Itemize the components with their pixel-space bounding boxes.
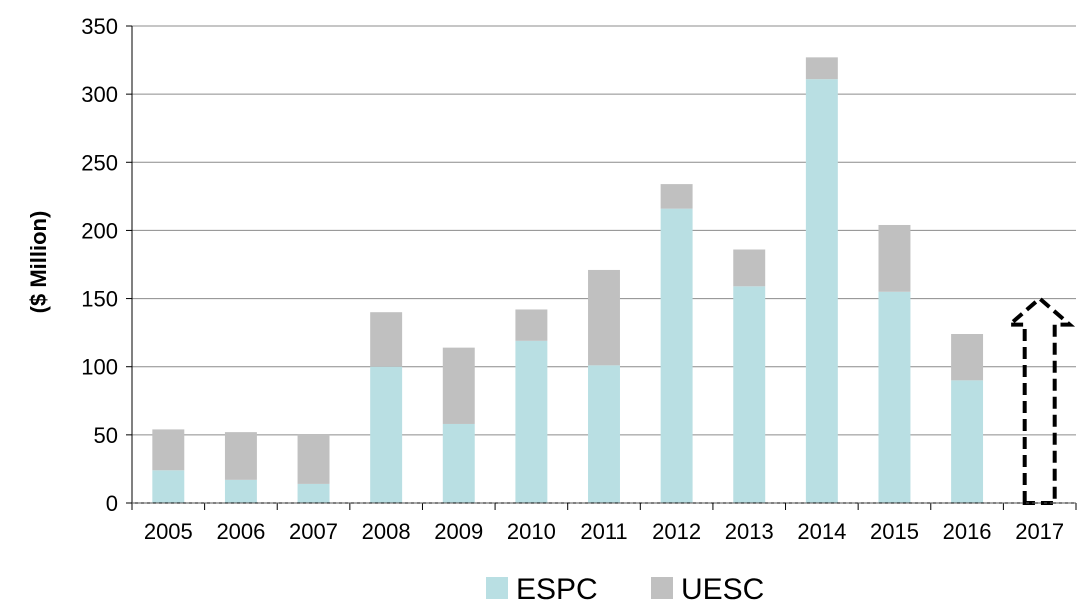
bar-espc-2015 xyxy=(878,291,911,503)
y-tick-label: 250 xyxy=(81,150,118,175)
x-tick-label: 2016 xyxy=(943,519,992,544)
y-tick-label: 0 xyxy=(106,491,118,516)
bar-espc-2007 xyxy=(297,483,330,503)
bar-espc-2010 xyxy=(515,340,548,503)
x-tick-label: 2011 xyxy=(580,519,627,544)
bar-uesc-2006 xyxy=(224,432,257,480)
x-tick-label: 2014 xyxy=(797,519,846,544)
legend: ESPC UESC xyxy=(486,573,764,606)
bar-espc-2006 xyxy=(224,479,257,503)
y-tick-label: 150 xyxy=(81,287,118,312)
x-tick-label: 2009 xyxy=(434,519,483,544)
y-tick-labels: 0 50 100 150 200 250 300 350 xyxy=(81,14,118,516)
bar-uesc-2011 xyxy=(588,269,620,366)
legend-swatch-espc xyxy=(486,577,508,599)
bar-espc-2013 xyxy=(733,286,766,503)
bar-espc-2012 xyxy=(660,208,693,503)
x-tick-label: 2017 xyxy=(1015,519,1064,544)
y-tick-label: 200 xyxy=(81,218,118,243)
x-tick-label: 2010 xyxy=(507,519,556,544)
bar-uesc-2015 xyxy=(878,224,911,292)
x-tick-label: 2008 xyxy=(362,519,411,544)
x-tick-labels: 2005 2006 2007 2008 2009 2010 2011 2012 2013 2014… xyxy=(144,519,1064,544)
dashed-up-arrow xyxy=(1004,295,1076,505)
bar-uesc-2014 xyxy=(805,57,838,80)
y-tick-label: 300 xyxy=(81,82,118,107)
x-tick-label: 2005 xyxy=(144,519,193,544)
bars xyxy=(152,57,984,503)
bar-uesc-2005 xyxy=(152,429,185,471)
bar-uesc-2012 xyxy=(660,184,693,209)
y-tick-label: 100 xyxy=(81,355,118,380)
bar-uesc-2013 xyxy=(733,249,766,287)
bar-uesc-2009 xyxy=(442,347,475,424)
y-axis-label: ($ Million) xyxy=(26,211,51,314)
annotations xyxy=(1004,295,1076,505)
x-tick-label: 2012 xyxy=(652,519,701,544)
bar-uesc-2007 xyxy=(297,434,330,484)
y-tick-label: 350 xyxy=(81,14,118,39)
y-tick-label: 50 xyxy=(94,423,118,448)
bar-uesc-2010 xyxy=(515,309,548,341)
legend-label-espc: ESPC xyxy=(516,573,598,606)
bar-espc-2005 xyxy=(152,470,185,503)
x-tick-label: 2007 xyxy=(289,519,338,544)
bar-espc-2011 xyxy=(588,365,620,503)
bar-uesc-2016 xyxy=(951,334,984,381)
x-tick-label: 2015 xyxy=(870,519,919,544)
legend-label-uesc: UESC xyxy=(681,573,764,606)
bar-espc-2016 xyxy=(951,380,984,503)
bar-espc-2009 xyxy=(442,423,475,503)
x-tick-label: 2013 xyxy=(725,519,774,544)
legend-swatch-uesc xyxy=(651,577,673,599)
axes xyxy=(126,25,1077,510)
bar-uesc-2008 xyxy=(370,312,403,367)
bar-espc-2014 xyxy=(805,79,838,503)
bar-espc-2008 xyxy=(370,366,403,503)
x-tick-label: 2006 xyxy=(216,519,265,544)
